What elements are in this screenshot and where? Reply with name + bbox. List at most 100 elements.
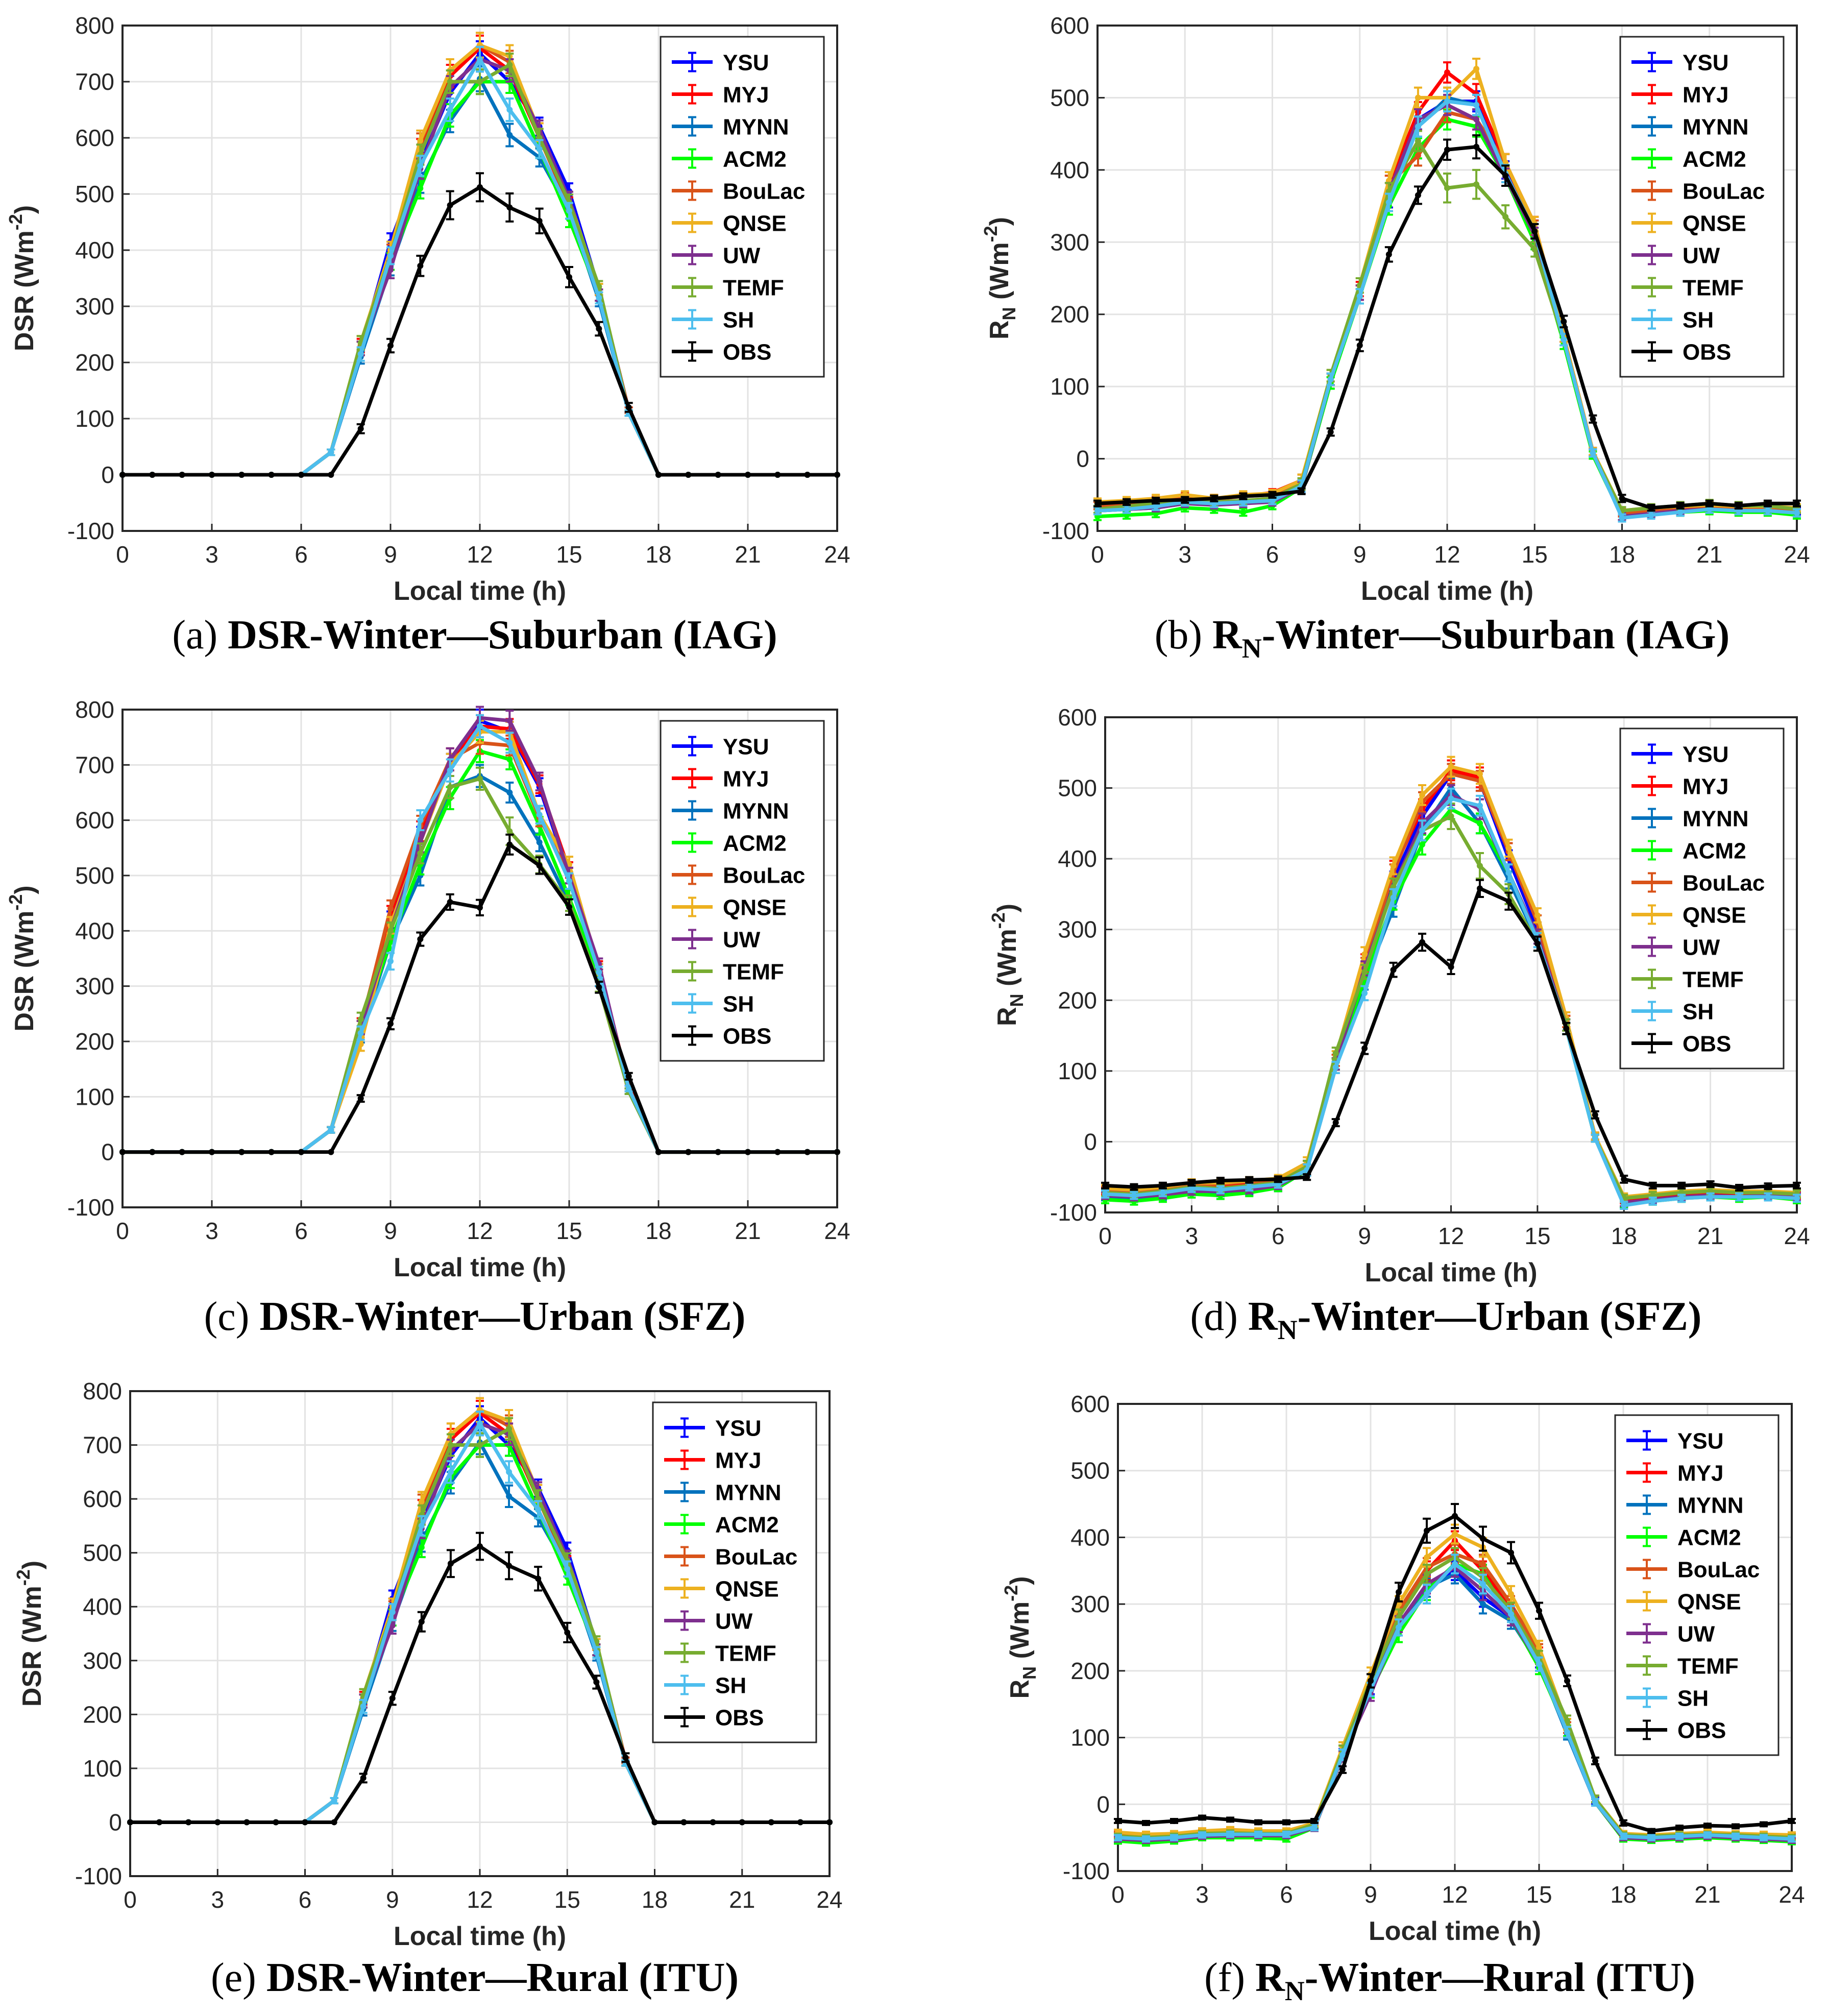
caption-rest: -Winter—Urban (SFZ) (342, 1294, 746, 1339)
data-point (1476, 820, 1483, 827)
series-obs (1101, 879, 1801, 1192)
data-point (243, 1819, 250, 1826)
chart-panel-c: 0 3 6 9 12 15 18 21 24-1000100200300400500600700… (5, 696, 850, 1339)
x-tick-label: 24 (824, 1218, 850, 1244)
data-point (566, 274, 572, 280)
data-point (387, 253, 394, 259)
legend-item-uw: UW (672, 928, 761, 953)
legend-item-qnse: QNSE (672, 211, 787, 236)
series-group (127, 1397, 833, 1826)
data-point (417, 185, 424, 191)
y-tick-label: 300 (75, 293, 114, 320)
series-sh (1101, 787, 1801, 1210)
x-axis-label: Local time (h) (394, 576, 566, 606)
caption-rest: -Winter—Suburban (IAG) (309, 613, 777, 658)
legend-item-mynn: MYNN (672, 115, 789, 140)
data-point (357, 425, 364, 432)
data-point (685, 472, 692, 478)
x-tick-label: 18 (1610, 1881, 1636, 1908)
y-tick-label: 0 (109, 1809, 122, 1835)
data-point (1153, 497, 1159, 504)
y-tick-label: 200 (1058, 987, 1097, 1013)
data-point (797, 1819, 803, 1826)
x-tick-label: 6 (295, 541, 308, 568)
legend-item-mynn: MYNN (1631, 115, 1749, 140)
data-point (331, 1819, 337, 1826)
data-point (389, 1622, 396, 1629)
legend-item-ysu: YSU (1631, 742, 1728, 767)
data-point (1621, 1176, 1627, 1182)
data-point (564, 1566, 571, 1572)
data-point (774, 472, 781, 478)
caption: (b) RN-Winter—Suburban (IAG) (1155, 613, 1730, 664)
y-tick-label: 800 (75, 696, 114, 723)
x-tick-label: 9 (384, 541, 397, 568)
data-point (1419, 792, 1426, 798)
data-point (1764, 500, 1771, 507)
x-tick-label: 3 (1196, 1881, 1209, 1908)
y-tick-label: -100 (1063, 1858, 1110, 1884)
x-axis-label: Local time (h) (1369, 1916, 1541, 1946)
legend-item-boulac: BouLac (672, 863, 805, 888)
data-point (1794, 509, 1800, 516)
y-tick-label: 400 (75, 917, 114, 944)
data-point (387, 1021, 394, 1027)
legend-label: ACM2 (715, 1513, 779, 1538)
data-point (1269, 492, 1276, 498)
y-tick-label: 300 (1050, 229, 1089, 255)
data-point (1356, 342, 1363, 349)
data-point (1648, 512, 1654, 518)
data-point (1678, 1182, 1685, 1189)
data-point (209, 472, 215, 478)
data-point (1590, 416, 1596, 422)
data-point (447, 1469, 454, 1475)
y-tick-label: 700 (75, 68, 114, 95)
data-point (1619, 495, 1625, 502)
x-tick-label: 12 (1438, 1223, 1464, 1249)
y-tick-label: 600 (1050, 12, 1089, 39)
series-group (119, 706, 840, 1155)
legend-item-myj: MYJ (672, 767, 769, 792)
data-point (1094, 507, 1101, 514)
data-point (1327, 376, 1334, 382)
data-point (387, 928, 394, 934)
data-point (506, 1469, 513, 1475)
data-point (593, 1649, 600, 1656)
series-group (119, 32, 840, 478)
data-point (1131, 1192, 1137, 1199)
data-point (417, 163, 424, 169)
y-axis-label-tail: ) (985, 217, 1014, 226)
legend-label: MYJ (723, 83, 769, 108)
data-point (1534, 940, 1541, 947)
y-axis-label-unit: (Wm (992, 929, 1022, 993)
legend-item-uw: UW (672, 244, 761, 269)
data-point (1361, 1045, 1368, 1052)
data-point (1563, 1025, 1570, 1032)
data-point (387, 958, 394, 964)
y-axis-label: RN (Wm-2) (1001, 1576, 1040, 1699)
legend-label: SH (1683, 1000, 1714, 1025)
legend-item-qnse: QNSE (1631, 903, 1746, 928)
x-tick-label: 6 (1280, 1881, 1293, 1908)
data-point (1707, 1194, 1714, 1200)
legend-label: TEMF (723, 960, 784, 985)
x-tick-label: 0 (124, 1886, 137, 1913)
y-axis-label-sup: -2 (1001, 1585, 1021, 1601)
legend-item-qnse: QNSE (664, 1577, 779, 1602)
data-point (1473, 65, 1480, 72)
y-axis-label-sup: -2 (5, 214, 26, 230)
y-axis-label-unit: (Wm (985, 242, 1014, 307)
legend-label: QNSE (1683, 903, 1746, 928)
y-tick-label: 600 (1070, 1391, 1110, 1417)
y-tick-label: -100 (1042, 518, 1089, 544)
series-obs (119, 172, 840, 478)
data-point (1476, 770, 1483, 777)
y-axis-label-tail: ) (10, 885, 39, 894)
data-point (1619, 515, 1625, 521)
data-point (1480, 1601, 1486, 1608)
data-point (804, 472, 811, 478)
caption-prefix: (b) (1155, 613, 1212, 658)
data-point (328, 449, 334, 455)
caption-prefix: (d) (1190, 1294, 1248, 1339)
data-point (1444, 185, 1450, 191)
